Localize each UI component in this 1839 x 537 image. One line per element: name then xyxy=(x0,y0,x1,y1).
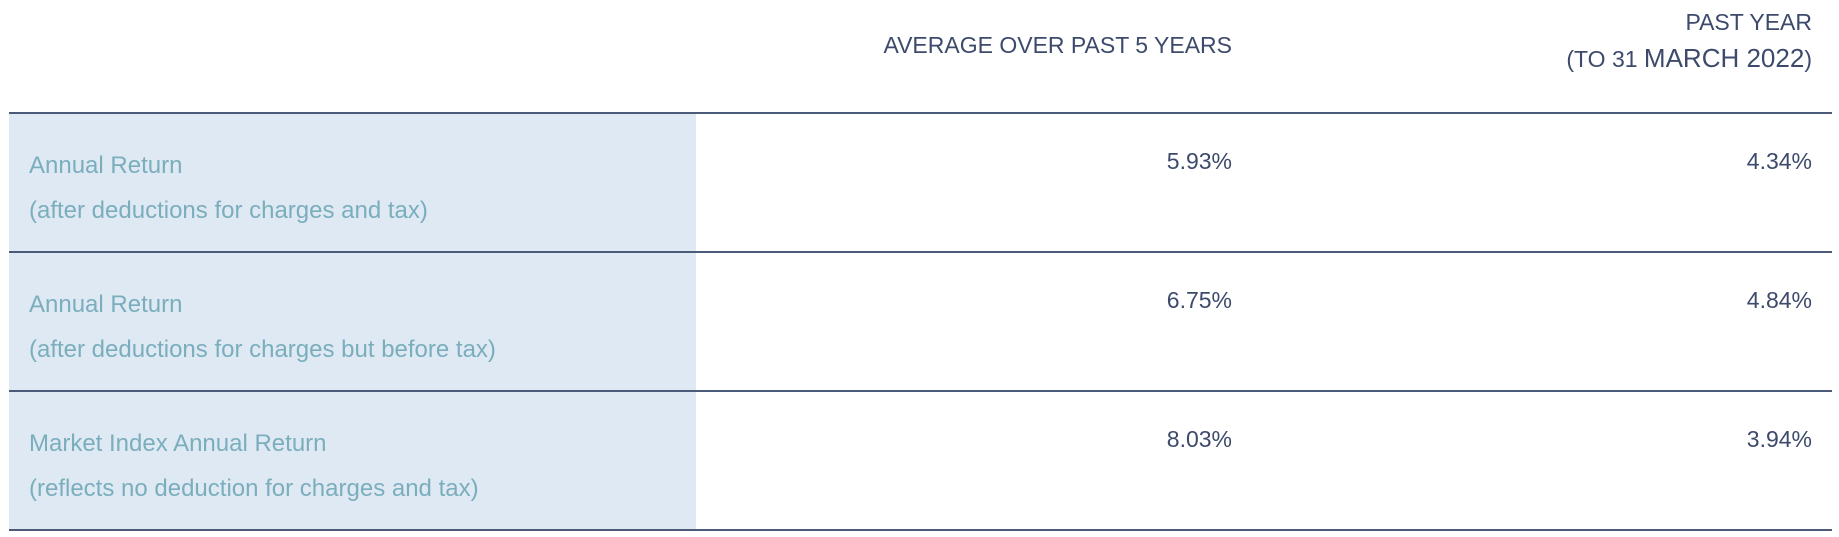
row-label-title: Annual Return xyxy=(29,291,183,318)
past-year-value: 4.84% xyxy=(1746,287,1812,313)
past-year-value: 3.94% xyxy=(1746,426,1812,452)
table-row: Annual Return (after deductions for char… xyxy=(9,112,1832,251)
row-label-subtitle: (after deductions for charges and tax) xyxy=(29,197,428,224)
past-year-heading-prefix: (TO 31 xyxy=(1566,46,1644,72)
past-year-heading-suffix: ) xyxy=(1804,46,1812,72)
table-row: Annual Return (after deductions for char… xyxy=(9,251,1832,390)
past-year-heading-date: MARCH 2022 xyxy=(1643,43,1805,73)
row-label-title: Market Index Annual Return xyxy=(29,430,327,457)
table-row: Market Index Annual Return (reflects no … xyxy=(9,390,1832,531)
row-label-subtitle: (after deductions for charges but before… xyxy=(29,336,496,363)
row-label: Annual Return (after deductions for char… xyxy=(29,282,496,372)
row-label-cell: Annual Return (after deductions for char… xyxy=(9,114,696,251)
table-header: AVERAGE OVER PAST 5 YEARS PAST YEAR (TO … xyxy=(9,0,1832,112)
avg-5-years-heading: AVERAGE OVER PAST 5 YEARS xyxy=(883,32,1232,58)
avg-5-years-value: 5.93% xyxy=(1166,148,1232,174)
past-year-heading-line1: PAST YEAR xyxy=(1685,9,1812,35)
row-label: Market Index Annual Return (reflects no … xyxy=(29,421,479,511)
row-label-subtitle: (reflects no deduction for charges and t… xyxy=(29,475,479,502)
past-year-heading-line2: (TO 31 MARCH 2022) xyxy=(1566,40,1812,77)
past-year-value: 4.34% xyxy=(1746,148,1812,174)
row-label: Annual Return (after deductions for char… xyxy=(29,143,428,233)
row-label-cell: Market Index Annual Return (reflects no … xyxy=(9,392,696,529)
avg-5-years-value: 6.75% xyxy=(1166,287,1232,313)
avg-5-years-value: 8.03% xyxy=(1166,426,1232,452)
row-label-title: Annual Return xyxy=(29,152,183,179)
returns-table: Annual Return (after deductions for char… xyxy=(9,112,1832,531)
row-label-cell: Annual Return (after deductions for char… xyxy=(9,253,696,390)
past-year-heading: PAST YEAR (TO 31 MARCH 2022) xyxy=(1566,4,1812,77)
